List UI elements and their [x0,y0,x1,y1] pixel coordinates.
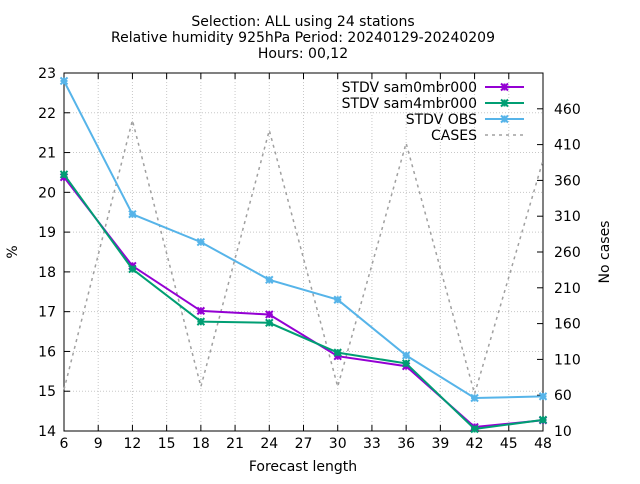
x-tick-label: 15 [158,436,176,452]
y2-tick-label: 110 [554,352,581,368]
data-point [196,317,206,326]
data-point [196,237,206,247]
legend-entry-cases: CASES [431,128,524,144]
y-tick-label: 15 [38,384,56,400]
y-tick-label: 14 [38,424,56,440]
data-point [470,424,479,434]
y2-tick-label: 460 [554,102,581,118]
series-stdv-sam4mbr000 [59,170,548,434]
y-tick-label: 21 [38,146,56,162]
y-tick-label: 22 [38,106,56,122]
legend-entry-stdv-sam0mbr000: STDV sam0mbr000 [342,80,524,96]
data-point [128,264,137,274]
x-tick-label: 24 [260,436,278,452]
data-point [59,170,69,179]
series-line [63,120,544,397]
legend-entry-stdv-obs: STDV OBS [406,112,524,128]
series-line [63,173,544,431]
x-tick-label: 21 [226,436,244,452]
series-cases [63,120,544,397]
series-line [63,80,544,400]
data-point [538,415,548,425]
x-tick-label: 27 [295,436,313,452]
y2-tick-label: 360 [554,173,581,189]
data-point [333,295,342,304]
axes: 6 9 12 15 18 21 24 27 30 33 36 39 42 45 48 14 15 16 17 18 19… [38,66,581,452]
y2-axis-label: No cases [597,221,613,284]
y-tick-label: 20 [38,185,56,201]
data-point [265,318,274,328]
y2-tick-label: 410 [554,138,581,154]
y2-tick-label: 60 [554,388,572,404]
data-point [401,351,411,360]
x-tick-label: 48 [534,436,552,452]
y-tick-label: 17 [38,305,56,321]
data-point [538,392,548,401]
y-axis-label: % [5,245,21,258]
data-point [128,210,137,219]
y2-tick-label: 10 [554,424,572,440]
data-point [470,393,479,403]
series-layer [59,76,548,434]
chart-title-line-1: Selection: ALL using 24 stations [191,14,414,30]
y2-tick-label: 310 [554,209,581,225]
x-tick-label: 36 [397,436,415,452]
y2-tick-label: 160 [554,317,581,333]
legend-label: STDV sam4mbr000 [342,96,477,112]
x-tick-label: 6 [60,436,69,452]
y2-tick-label: 260 [554,245,581,261]
y-tick-label: 23 [38,66,56,82]
data-point [401,359,411,368]
legend-label: STDV OBS [406,112,477,128]
x-tick-label: 18 [192,436,210,452]
legend-marker [500,98,509,108]
data-point [265,310,274,319]
legend-marker [500,114,509,124]
x-tick-label: 9 [94,436,103,452]
data-point [265,275,274,285]
series-stdv-obs [59,76,548,403]
x-tick-label: 42 [466,436,484,452]
legend-marker [500,82,509,92]
y-tick-label: 18 [38,265,56,281]
x-tick-label: 33 [363,436,381,452]
y2-tick-label: 210 [554,281,581,297]
x-axis-label: Forecast length [249,459,357,475]
x-tick-label: 12 [124,436,142,452]
chart-title-line-3: Hours: 00,12 [258,46,348,62]
x-tick-label: 39 [431,436,449,452]
legend-label: STDV sam0mbr000 [342,80,477,96]
data-point [333,348,342,357]
chart-title-line-2: Relative humidity 925hPa Period: 2024012… [111,30,495,46]
x-tick-label: 30 [329,436,347,452]
data-point [196,306,206,316]
x-tick-label: 45 [500,436,518,452]
legend-label: CASES [431,128,477,144]
y-tick-label: 16 [38,344,56,360]
y-tick-label: 19 [38,225,56,241]
data-point [59,76,69,86]
legend-entry-stdv-sam4mbr000: STDV sam4mbr000 [342,96,524,112]
